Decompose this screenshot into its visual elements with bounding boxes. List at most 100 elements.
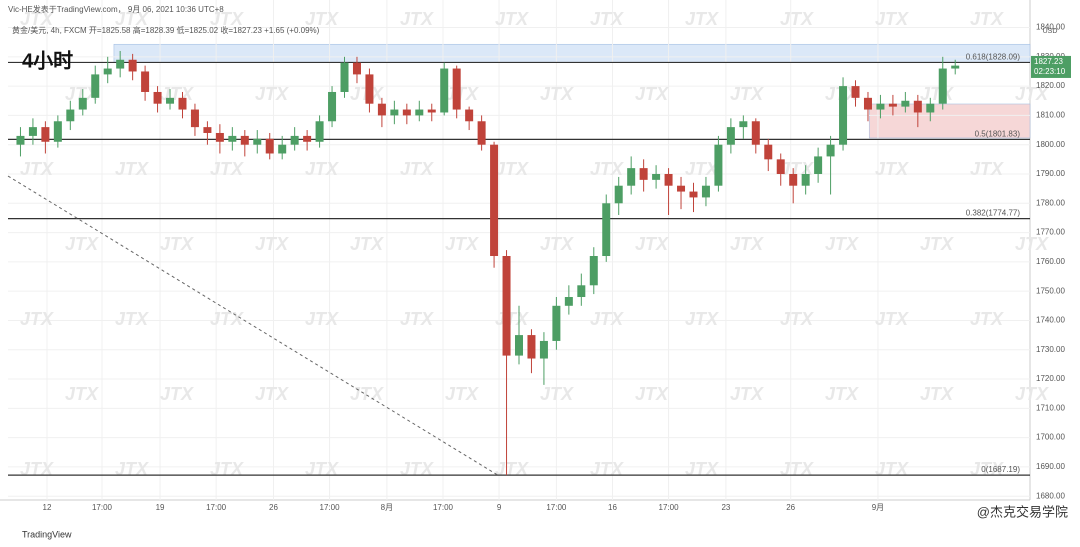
watermark: JTX: [20, 309, 54, 329]
candle-body: [664, 173, 673, 186]
watermark: JTX: [445, 84, 479, 104]
watermark: JTX: [400, 159, 434, 179]
y-tick-label: 1740.00: [1036, 316, 1065, 325]
timeframe: 4小时: [22, 49, 73, 72]
candle-body: [402, 109, 411, 116]
watermark: JTX: [65, 84, 99, 104]
candle-body: [901, 100, 910, 107]
watermark: JTX: [685, 9, 719, 29]
watermark: JTX: [635, 234, 669, 254]
watermark: JTX: [20, 459, 54, 479]
candle-body: [440, 68, 449, 113]
candle-body: [726, 127, 735, 145]
y-tick-label: 1710.00: [1036, 403, 1065, 412]
candle-body: [340, 62, 349, 92]
candle-body: [240, 135, 249, 145]
y-tick-label: 1760.00: [1036, 257, 1065, 266]
watermark: JTX: [875, 159, 909, 179]
candle-body: [66, 109, 75, 122]
candle-body: [253, 138, 262, 145]
watermark: JTX: [685, 309, 719, 329]
y-tick-label: 1810.00: [1036, 111, 1065, 120]
watermark: JTX: [350, 384, 384, 404]
candle-body: [888, 103, 897, 107]
watermark: JTX: [590, 159, 624, 179]
watermark: JTX: [590, 459, 624, 479]
watermark: JTX: [160, 84, 194, 104]
watermark: JTX: [305, 459, 339, 479]
watermark: JTX: [445, 384, 479, 404]
watermark: JTX: [160, 234, 194, 254]
watermark: JTX: [635, 84, 669, 104]
y-tick-label: 1690.00: [1036, 462, 1065, 471]
watermark: JTX: [115, 159, 149, 179]
candle-body: [141, 71, 150, 92]
candle-body: [390, 109, 399, 116]
candle-body: [527, 335, 536, 359]
watermark: JTX: [875, 309, 909, 329]
fib-label: 0(1687.19): [981, 465, 1020, 474]
watermark: JTX: [875, 459, 909, 479]
watermark: JTX: [65, 234, 99, 254]
candle-body: [826, 144, 835, 157]
watermark: JTX: [590, 309, 624, 329]
candle-body: [589, 256, 598, 286]
candle-body: [863, 97, 872, 110]
candle-body: [739, 121, 748, 128]
candle-body: [28, 127, 37, 136]
candle-body: [315, 121, 324, 142]
y-tick-label: 1800.00: [1036, 140, 1065, 149]
x-tick-label: 12: [43, 503, 52, 512]
candle-body: [789, 173, 798, 186]
candle-body: [352, 62, 361, 75]
candle-body: [278, 144, 287, 154]
watermark: JTX: [20, 9, 54, 29]
candle-body: [552, 305, 561, 341]
x-tick-label: 26: [786, 503, 795, 512]
watermark: JTX: [115, 459, 149, 479]
y-tick-label: 1820.00: [1036, 81, 1065, 90]
candle-body: [502, 256, 511, 356]
watermark: JTX: [210, 9, 244, 29]
candle-body: [627, 168, 636, 186]
candle-body: [652, 173, 661, 180]
y-tick-label: 1700.00: [1036, 433, 1065, 442]
watermark: JTX: [400, 9, 434, 29]
candle-body: [614, 185, 623, 204]
watermark: JTX: [730, 234, 764, 254]
candle-body: [490, 144, 499, 257]
candle-body: [751, 121, 760, 145]
watermark: JTX: [780, 309, 814, 329]
candle-body: [577, 285, 586, 298]
x-tick-label: 8月: [381, 503, 393, 512]
byline: Vic-HE发表于TradingView.com， 9月 06, 2021 10…: [8, 4, 224, 14]
watermark: JTX: [730, 384, 764, 404]
watermark: JTX: [540, 234, 574, 254]
candle-body: [764, 144, 773, 160]
watermark: JTX: [350, 234, 384, 254]
watermark: JTX: [920, 84, 954, 104]
price-tag: [1031, 55, 1071, 78]
watermark: JTX: [400, 459, 434, 479]
watermark: JTX: [920, 234, 954, 254]
watermark: JTX: [305, 309, 339, 329]
y-tick-label: 1790.00: [1036, 169, 1065, 178]
x-tick-label: 17:00: [320, 503, 341, 512]
watermark: JTX: [400, 309, 434, 329]
candle-body: [876, 103, 885, 110]
candle-body: [602, 203, 611, 257]
candle-body: [53, 121, 62, 142]
y-tick-label: 1720.00: [1036, 374, 1065, 383]
candle-body: [128, 59, 137, 72]
candle-body: [215, 132, 224, 142]
watermark: JTX: [920, 384, 954, 404]
watermark: JTX: [160, 384, 194, 404]
watermark: JTX: [540, 84, 574, 104]
candle-body: [689, 191, 698, 198]
watermark: JTX: [495, 309, 529, 329]
watermark: JTX: [730, 84, 764, 104]
candle-body: [801, 173, 810, 186]
zone: [113, 43, 1031, 63]
y-tick-label: 1840.00: [1036, 23, 1065, 32]
